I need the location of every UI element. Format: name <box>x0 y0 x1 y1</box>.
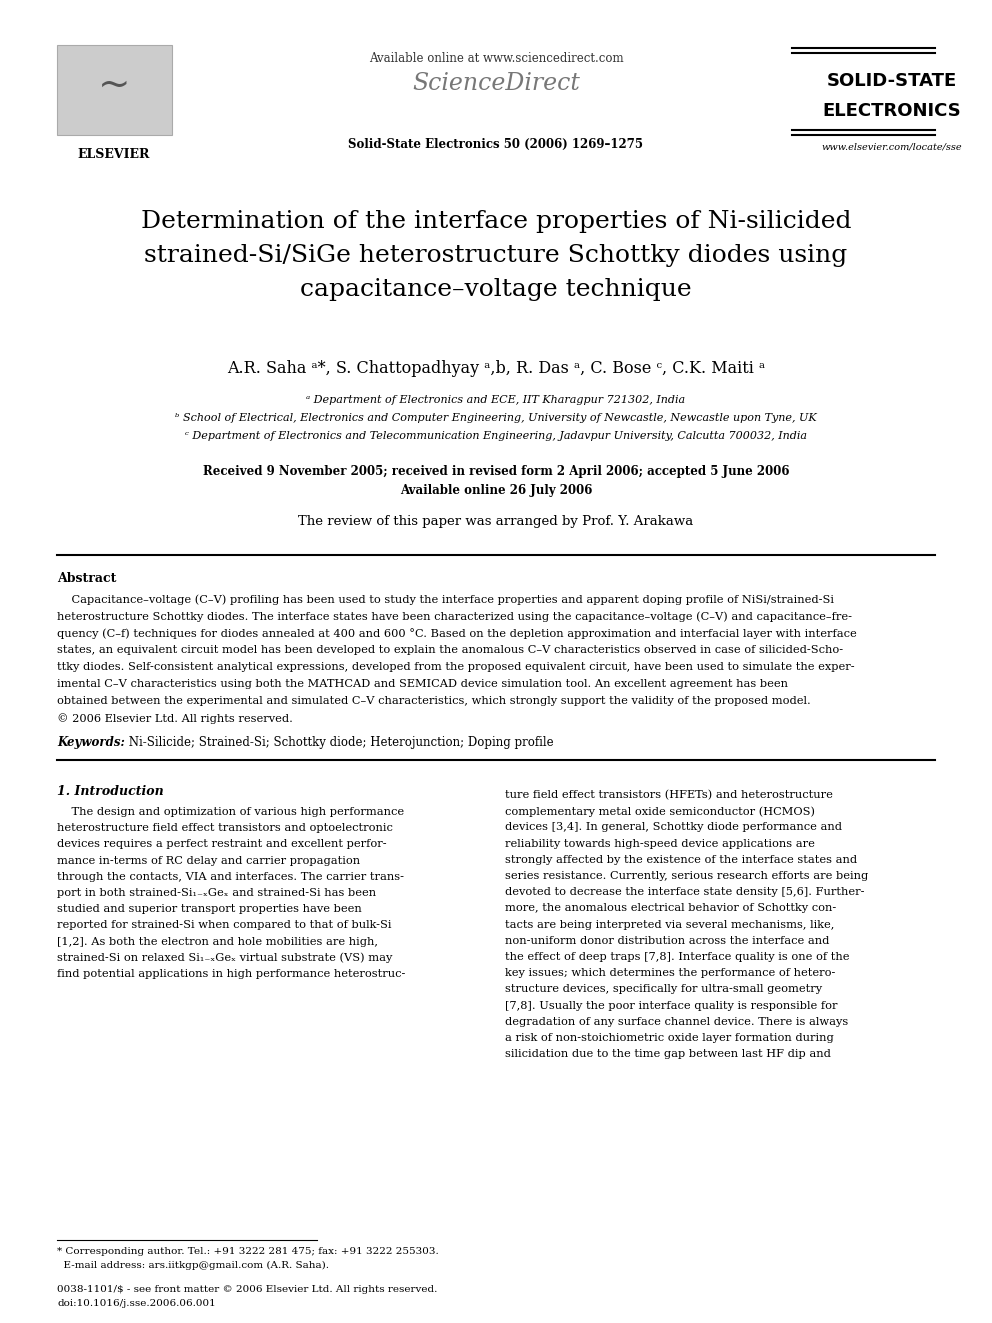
Text: ᵃ Department of Electronics and ECE, IIT Kharagpur 721302, India: ᵃ Department of Electronics and ECE, IIT… <box>307 396 685 405</box>
Text: capacitance–voltage technique: capacitance–voltage technique <box>301 278 691 302</box>
Text: ᵇ School of Electrical, Electronics and Computer Engineering, University of Newc: ᵇ School of Electrical, Electronics and … <box>176 413 816 423</box>
Text: quency (C–f) techniques for diodes annealed at 400 and 600 °C. Based on the depl: quency (C–f) techniques for diodes annea… <box>57 628 857 639</box>
Bar <box>57 45 172 135</box>
Text: through the contacts, VIA and interfaces. The carrier trans-: through the contacts, VIA and interfaces… <box>57 872 404 882</box>
Text: devoted to decrease the interface state density [5,6]. Further-: devoted to decrease the interface state … <box>505 888 864 897</box>
Text: find potential applications in high performance heterostruc-: find potential applications in high perf… <box>57 968 406 979</box>
Text: ELSEVIER: ELSEVIER <box>77 148 150 161</box>
Text: ~: ~ <box>97 66 130 103</box>
Text: Capacitance–voltage (C–V) profiling has been used to study the interface propert: Capacitance–voltage (C–V) profiling has … <box>57 594 834 605</box>
Text: 1. Introduction: 1. Introduction <box>57 785 164 798</box>
Text: more, the anomalous electrical behavior of Schottky con-: more, the anomalous electrical behavior … <box>505 904 836 913</box>
Text: states, an equivalent circuit model has been developed to explain the anomalous : states, an equivalent circuit model has … <box>57 646 843 655</box>
Text: key issues; which determines the performance of hetero-: key issues; which determines the perform… <box>505 968 835 978</box>
Text: port in both strained-Si₁₋ₓGeₓ and strained-Si has been: port in both strained-Si₁₋ₓGeₓ and strai… <box>57 888 376 898</box>
Text: [1,2]. As both the electron and hole mobilities are high,: [1,2]. As both the electron and hole mob… <box>57 937 378 946</box>
Text: E-mail address: ars.iitkgp@gmail.com (A.R. Saha).: E-mail address: ars.iitkgp@gmail.com (A.… <box>57 1261 329 1270</box>
Text: Keywords:: Keywords: <box>57 736 125 749</box>
Text: Available online at www.sciencedirect.com: Available online at www.sciencedirect.co… <box>369 52 623 65</box>
Text: series resistance. Currently, serious research efforts are being: series resistance. Currently, serious re… <box>505 871 868 881</box>
Text: devices requires a perfect restraint and excellent perfor-: devices requires a perfect restraint and… <box>57 839 387 849</box>
Text: complementary metal oxide semiconductor (HCMOS): complementary metal oxide semiconductor … <box>505 806 815 816</box>
Text: strongly affected by the existence of the interface states and: strongly affected by the existence of th… <box>505 855 857 865</box>
Text: ELECTRONICS: ELECTRONICS <box>822 102 961 120</box>
Text: reported for strained-Si when compared to that of bulk-Si: reported for strained-Si when compared t… <box>57 921 392 930</box>
Text: www.elsevier.com/locate/sse: www.elsevier.com/locate/sse <box>821 142 962 151</box>
Text: The review of this paper was arranged by Prof. Y. Arakawa: The review of this paper was arranged by… <box>299 515 693 528</box>
Text: © 2006 Elsevier Ltd. All rights reserved.: © 2006 Elsevier Ltd. All rights reserved… <box>57 713 293 724</box>
Text: mance in-terms of RC delay and carrier propagation: mance in-terms of RC delay and carrier p… <box>57 856 360 865</box>
Text: [7,8]. Usually the poor interface quality is responsible for: [7,8]. Usually the poor interface qualit… <box>505 1000 837 1011</box>
Text: doi:10.1016/j.sse.2006.06.001: doi:10.1016/j.sse.2006.06.001 <box>57 1299 215 1308</box>
Text: The design and optimization of various high performance: The design and optimization of various h… <box>57 807 404 818</box>
Text: tacts are being interpreted via several mechanisms, like,: tacts are being interpreted via several … <box>505 919 834 930</box>
Text: ScienceDirect: ScienceDirect <box>412 71 580 95</box>
Text: Ni-Silicide; Strained-Si; Schottky diode; Heterojunction; Doping profile: Ni-Silicide; Strained-Si; Schottky diode… <box>125 736 554 749</box>
Text: ttky diodes. Self-consistent analytical expressions, developed from the proposed: ttky diodes. Self-consistent analytical … <box>57 662 855 672</box>
Text: Available online 26 July 2006: Available online 26 July 2006 <box>400 484 592 497</box>
Text: a risk of non-stoichiometric oxide layer formation during: a risk of non-stoichiometric oxide layer… <box>505 1033 833 1043</box>
Text: heterostructure field effect transistors and optoelectronic: heterostructure field effect transistors… <box>57 823 393 833</box>
Text: devices [3,4]. In general, Schottky diode performance and: devices [3,4]. In general, Schottky diod… <box>505 823 842 832</box>
Text: strained-Si/SiGe heterostructure Schottky diodes using: strained-Si/SiGe heterostructure Schottk… <box>145 243 847 267</box>
Text: the effect of deep traps [7,8]. Interface quality is one of the: the effect of deep traps [7,8]. Interfac… <box>505 953 849 962</box>
Text: imental C–V characteristics using both the MATHCAD and SEMICAD device simulation: imental C–V characteristics using both t… <box>57 679 788 689</box>
Text: heterostructure Schottky diodes. The interface states have been characterized us: heterostructure Schottky diodes. The int… <box>57 611 852 622</box>
Text: 0038-1101/$ - see front matter © 2006 Elsevier Ltd. All rights reserved.: 0038-1101/$ - see front matter © 2006 El… <box>57 1285 437 1294</box>
Text: structure devices, specifically for ultra-small geometry: structure devices, specifically for ultr… <box>505 984 822 995</box>
Text: ture field effect transistors (HFETs) and heterostructure: ture field effect transistors (HFETs) an… <box>505 790 833 800</box>
Text: studied and superior transport properties have been: studied and superior transport propertie… <box>57 904 362 914</box>
Text: * Corresponding author. Tel.: +91 3222 281 475; fax: +91 3222 255303.: * Corresponding author. Tel.: +91 3222 2… <box>57 1248 438 1256</box>
Text: reliability towards high-speed device applications are: reliability towards high-speed device ap… <box>505 839 814 848</box>
Text: Received 9 November 2005; received in revised form 2 April 2006; accepted 5 June: Received 9 November 2005; received in re… <box>202 464 790 478</box>
Text: obtained between the experimental and simulated C–V characteristics, which stron: obtained between the experimental and si… <box>57 696 810 706</box>
Text: Determination of the interface properties of Ni-silicided: Determination of the interface propertie… <box>141 210 851 233</box>
Text: SOLID-STATE: SOLID-STATE <box>827 71 957 90</box>
Text: degradation of any surface channel device. There is always: degradation of any surface channel devic… <box>505 1017 848 1027</box>
Text: strained-Si on relaxed Si₁₋ₓGeₓ virtual substrate (VS) may: strained-Si on relaxed Si₁₋ₓGeₓ virtual … <box>57 953 393 963</box>
Text: non-uniform donor distribution across the interface and: non-uniform donor distribution across th… <box>505 935 829 946</box>
Text: A.R. Saha ᵃ*, S. Chattopadhyay ᵃ,b, R. Das ᵃ, C. Bose ᶜ, C.K. Maiti ᵃ: A.R. Saha ᵃ*, S. Chattopadhyay ᵃ,b, R. D… <box>227 360 765 377</box>
Text: Solid-State Electronics 50 (2006) 1269–1275: Solid-State Electronics 50 (2006) 1269–1… <box>348 138 644 151</box>
Text: ᶜ Department of Electronics and Telecommunication Engineering, Jadavpur Universi: ᶜ Department of Electronics and Telecomm… <box>185 431 807 441</box>
Text: silicidation due to the time gap between last HF dip and: silicidation due to the time gap between… <box>505 1049 831 1060</box>
Text: Abstract: Abstract <box>57 572 116 585</box>
